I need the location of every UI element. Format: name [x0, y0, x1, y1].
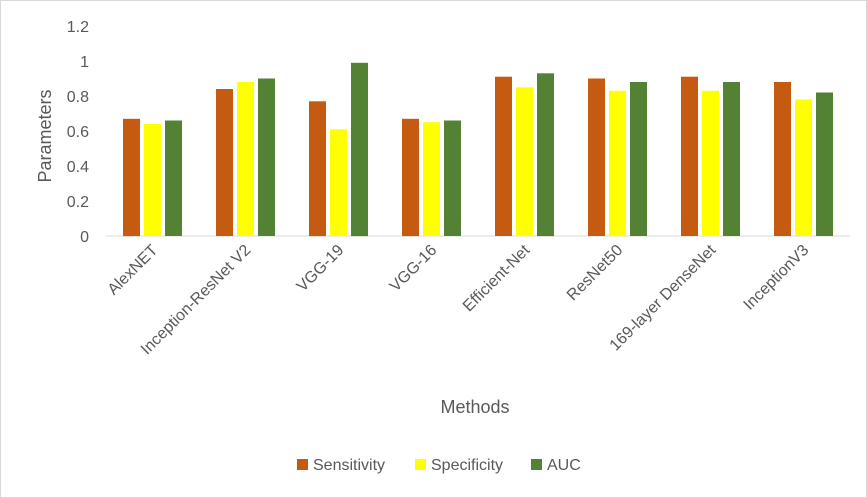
- bar-specificity: [423, 122, 440, 236]
- bar-auc: [723, 82, 740, 236]
- bar-specificity: [609, 90, 626, 237]
- bar-specificity: [795, 99, 812, 236]
- legend: Sensitivity Specificity AUC: [297, 457, 581, 474]
- bar-sensitivity: [309, 101, 326, 237]
- bar-auc: [258, 78, 275, 236]
- bar-sensitivity: [774, 82, 791, 236]
- bar-sensitivity: [216, 89, 233, 236]
- bar-sensitivity: [123, 118, 140, 237]
- x-tick-label: VGG-19: [294, 242, 348, 296]
- y-tick-label: 1.2: [67, 19, 89, 36]
- bar-sensitivity: [402, 118, 419, 237]
- bars: [123, 62, 833, 237]
- bar-auc: [351, 62, 368, 237]
- bar-specificity: [144, 124, 161, 236]
- bar-specificity: [516, 87, 533, 237]
- y-axis-ticks: 0 0.2 0.4 0.6 0.8 1 1.2: [67, 19, 89, 246]
- bar-auc: [444, 120, 461, 236]
- x-tick-label: Efficient-Net: [460, 241, 534, 315]
- y-tick-label: 0.6: [67, 124, 89, 141]
- y-tick-label: 0.8: [67, 89, 89, 106]
- x-axis-title: Methods: [440, 397, 509, 417]
- legend-label: Sensitivity: [313, 457, 385, 474]
- bar-sensitivity: [495, 76, 512, 236]
- bar-auc: [816, 92, 833, 236]
- y-tick-label: 0: [80, 229, 89, 246]
- bar-auc: [537, 73, 554, 237]
- bar-specificity: [330, 129, 347, 237]
- x-tick-label: VGG-16: [387, 242, 441, 296]
- y-tick-label: 0.2: [67, 194, 89, 211]
- bar-specificity: [702, 90, 719, 237]
- x-tick-label: 169-layer DenseNet: [607, 241, 720, 354]
- bar-sensitivity: [681, 76, 698, 236]
- legend-swatch: [297, 459, 308, 470]
- x-tick-label: AlexNET: [105, 242, 162, 299]
- bar-auc: [630, 82, 647, 236]
- bar-auc: [165, 120, 182, 236]
- bar-sensitivity: [588, 78, 605, 236]
- x-tick-label: InceptionV3: [741, 242, 813, 314]
- legend-label: AUC: [547, 457, 581, 474]
- bar-specificity: [237, 82, 254, 236]
- legend-label: Specificity: [431, 457, 503, 474]
- legend-swatch: [415, 459, 426, 470]
- y-tick-label: 0.4: [67, 159, 89, 176]
- x-tick-label: ResNet50: [564, 242, 626, 304]
- y-tick-label: 1: [80, 54, 89, 71]
- y-axis-title: Parameters: [35, 89, 55, 182]
- legend-swatch: [531, 459, 542, 470]
